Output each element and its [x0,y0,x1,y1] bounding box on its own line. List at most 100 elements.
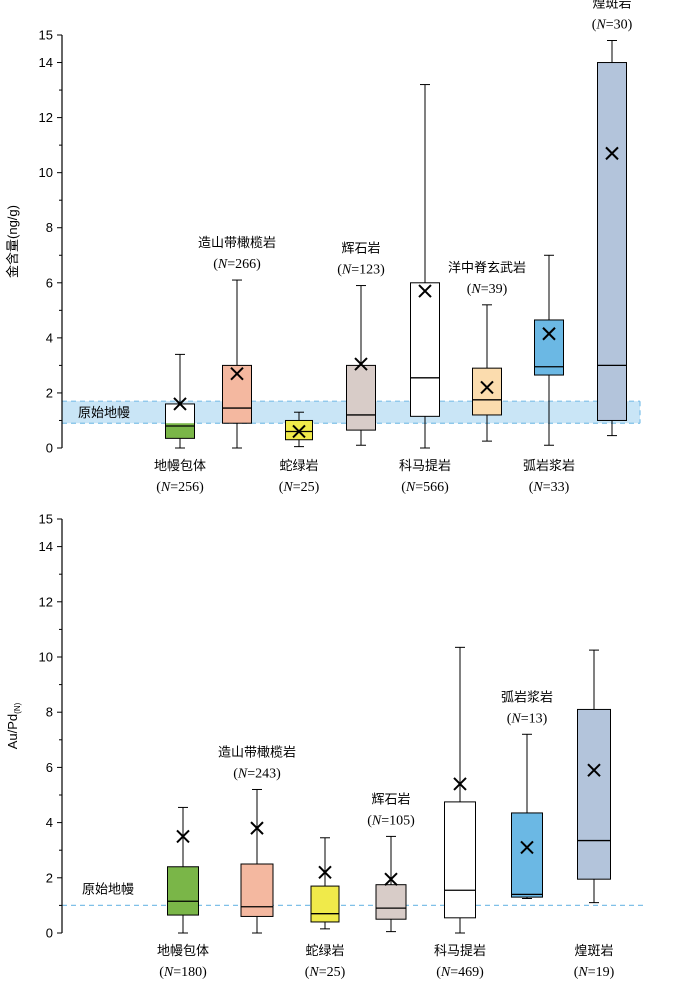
category-label: 科马提岩 [399,458,451,474]
mean-marker [587,763,601,777]
box-1: 地幔包体 (N=180) [157,806,209,980]
category-label: 弧岩浆岩 [523,459,575,474]
y-tick-label: 2 [46,870,53,885]
y-tick-label: 10 [39,165,53,180]
box-body [167,866,199,916]
category-label: 煌斑岩 [574,944,613,959]
box-body-fill [165,423,195,439]
sample-count-label: (N=123) [337,263,385,278]
y-tick-label: 12 [39,110,53,125]
box-outline [167,866,199,916]
box-3: 蛇绿岩 (N=25) [279,411,320,495]
chart-panel-2: 原始地幔 0 2 4 6 8 10 12 14 15 Au/Pd(N) 地幔包体 (N=180) 造山带橄… [5,512,645,980]
box-outline [597,62,627,421]
y-tick-label: 6 [46,760,53,775]
box-body [597,62,627,421]
y-tick-label: 4 [46,815,53,830]
y-tick-label: 12 [39,594,53,609]
mean-marker [292,424,306,439]
category-label: 造山带橄榄岩 [218,744,296,760]
y-tick-label: 14 [39,55,53,70]
chart-panel-1: 原始地幔 0 2 4 6 8 10 12 14 15 金含量(ng/g) 地幔包体 (N=256) 造山带… [5,0,641,495]
box-body [444,801,476,918]
sample-count-label: (N=105) [367,813,415,828]
box-8: 煌斑岩 (N=30) [592,0,633,437]
mean-marker [230,366,244,381]
mean-marker [173,397,187,411]
box-body [472,368,502,415]
box-body [311,886,339,922]
mean-marker [480,380,494,395]
category-label: 蛇绿岩 [305,944,344,959]
y-tick-label: 8 [46,220,53,235]
box-outline [240,863,274,917]
mean-marker [176,829,190,844]
y-tick-label: 8 [46,705,53,720]
y-tick-label: 14 [39,539,53,554]
box-2: 造山带橄榄岩 (N=243) [218,744,296,934]
sample-count-label: (N=39) [467,282,508,297]
sample-count-label: (N=13) [507,711,548,726]
reference-label: 原始地幔 [82,882,134,897]
y-axis-label: Au/Pd(N) [5,702,22,749]
y-tick-label: 10 [39,650,53,665]
sample-count-label: (N=25) [305,965,346,980]
y-tick-label: 0 [46,441,53,456]
box-body [577,709,611,880]
mean-marker [520,840,534,855]
sample-count-label: (N=266) [213,257,261,272]
box-7: 弧岩浆岩 (N=33) [523,254,575,495]
box-1: 地幔包体 (N=256) [154,353,206,495]
box-body [410,282,440,417]
box-outline [472,367,502,416]
mean-marker [384,872,398,886]
mean-marker [542,327,556,341]
y-tick-label: 4 [46,330,53,345]
sample-count-label: (N=25) [279,480,320,495]
box-outline [285,419,313,441]
box-body [534,319,564,376]
y-tick-label: 15 [39,512,53,527]
box-4: 辉石岩 (N=123) [337,242,385,446]
box-body [241,864,273,917]
y-tick-label: 15 [39,28,53,43]
category-label: 煌斑岩 [592,0,631,12]
category-label: 蛇绿岩 [279,459,318,474]
box-body [511,812,543,898]
category-label: 辉石岩 [341,242,380,257]
box-4: 辉石岩 (N=105) [367,792,415,933]
reference-label: 原始地幔 [78,406,130,421]
category-label: 地幔包体 [157,944,209,959]
category-label: 辉石岩 [371,792,410,807]
mean-marker [318,865,332,879]
sample-count-label: (N=256) [156,480,204,495]
box-outline [577,708,611,880]
sample-count-label: (N=19) [574,965,615,980]
mean-marker [453,777,467,791]
y-tick-label: 6 [46,275,53,290]
category-label: 科马提岩 [434,943,486,959]
box-outline [534,319,564,376]
box-5: 科马提岩 (N=469) [434,646,486,980]
box-body [376,884,406,920]
box-3: 蛇绿岩 (N=25) [305,837,346,980]
box-6: 弧岩浆岩 (N=13) [501,690,553,899]
box-7: 煌斑岩 (N=19) [574,649,615,980]
category-label: 造山带橄榄岩 [198,235,276,251]
sample-count-label: (N=30) [592,18,633,33]
box-outline [444,801,476,919]
box-outline [222,364,252,424]
mean-marker [418,284,432,298]
category-label: 洋中脊玄武岩 [448,261,526,276]
sample-count-label: (N=469) [436,965,484,980]
category-label: 地幔包体 [154,459,206,474]
box-6: 洋中脊玄武岩 (N=39) [448,261,526,442]
sample-count-label: (N=243) [233,766,281,781]
box-outline [511,812,543,898]
mean-marker [250,821,264,835]
box-outline [375,884,407,920]
box-body [346,365,376,431]
box-outline [410,282,440,417]
category-label: 弧岩浆岩 [501,690,553,705]
